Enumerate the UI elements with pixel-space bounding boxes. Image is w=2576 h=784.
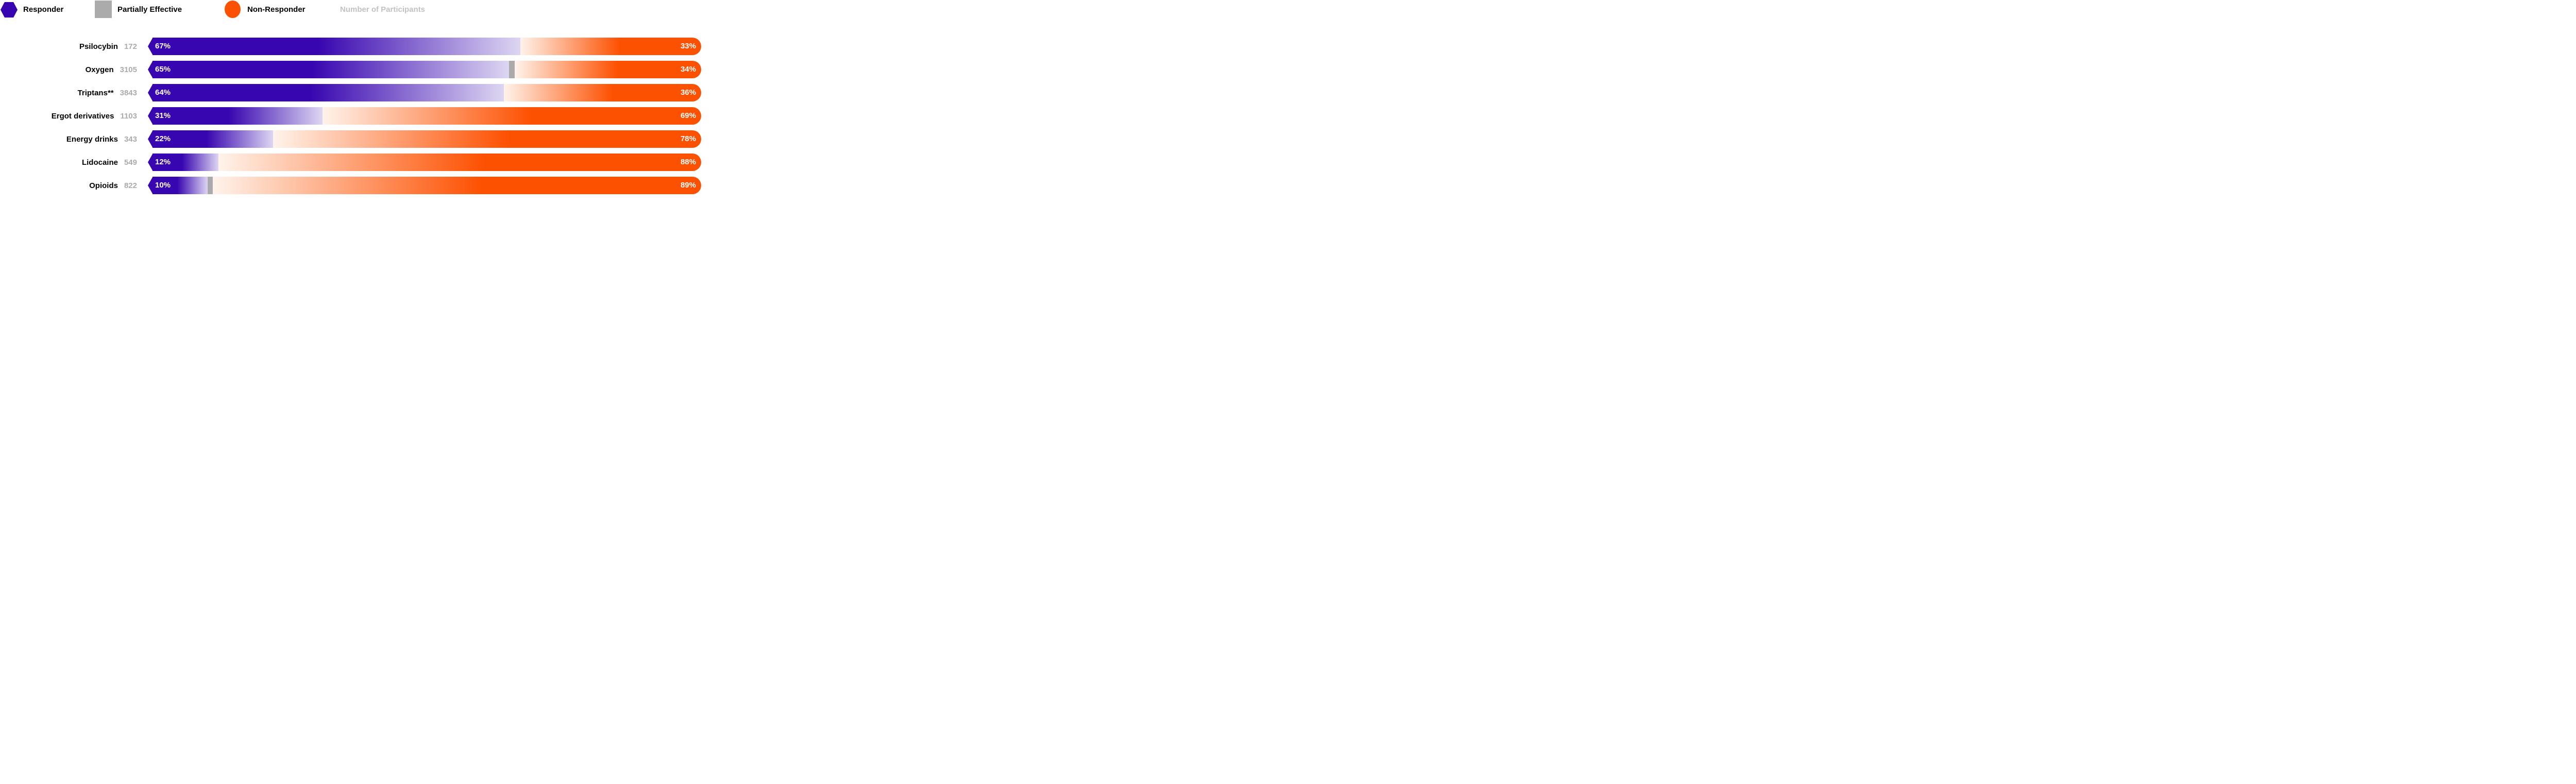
responder-segment: 22% [152,130,274,148]
row-label-group: Lidocaine 549 [0,154,137,171]
bar-arrow-tip [148,107,153,125]
row-label-group: Oxygen 3105 [0,61,137,78]
treatment-label: Opioids [89,181,118,190]
stacked-bar: 22% 78% [152,130,701,148]
stacked-bar: 10% 89% [152,177,701,194]
responder-percent-label: 67% [155,42,171,50]
non-responder-legend-icon [225,1,241,18]
row-label-group: Triptans** 3843 [0,84,137,101]
row-label-group: Energy drinks 343 [0,130,137,148]
responder-segment: 31% [152,107,323,125]
non-responder-percent-label: 36% [680,88,696,97]
responder-segment: 64% [152,84,504,101]
non-responder-segment: 78% [273,130,701,148]
partially-effective-segment [509,61,515,78]
treatment-row: Psilocybin 172 67% 33% [0,38,730,55]
stacked-bar: 31% 69% [152,107,701,125]
row-label-group: Psilocybin 172 [0,38,137,55]
responder-segment: 12% [152,154,218,171]
responder-percent-label: 65% [155,65,171,74]
treatment-label: Ergot derivatives [51,111,114,121]
legend-label-participants: Number of Participants [340,5,426,14]
partially-effective-segment [207,177,213,194]
row-label-group: Ergot derivatives 1103 [0,107,137,125]
treatment-row: Oxygen 3105 65% 34% [0,61,730,78]
stacked-bar: 67% 33% [152,38,701,55]
bar-arrow-tip [148,154,153,171]
treatment-label: Lidocaine [81,158,118,167]
partially-effective-legend-icon [95,1,112,18]
non-responder-segment: 69% [323,107,701,125]
non-responder-percent-label: 78% [680,134,696,143]
legend-item-participants: Number of Participants [340,0,425,19]
responder-percent-label: 22% [155,134,171,143]
participant-count: 3105 [120,65,137,74]
responder-segment: 67% [152,38,520,55]
responder-percent-label: 10% [155,181,171,190]
legend-item-non-responder: Non-Responder [247,0,306,19]
legend-label-responder: Responder [23,5,64,14]
legend-item-partially-effective: Partially Effective [117,0,182,19]
treatment-label: Triptans** [77,88,114,97]
bar-arrow-tip [148,177,153,194]
treatment-row: Ergot derivatives 1103 31% 69% [0,107,730,125]
row-label-group: Opioids 822 [0,177,137,194]
participant-count: 343 [124,134,137,144]
non-responder-segment: 36% [503,84,701,101]
non-responder-segment: 89% [213,177,701,194]
participant-count: 3843 [120,88,137,97]
responder-percent-label: 64% [155,88,171,97]
bar-arrow-tip [148,61,153,78]
non-responder-percent-label: 89% [680,181,696,190]
treatment-label: Oxygen [85,65,114,74]
non-responder-percent-label: 33% [680,42,696,50]
responder-legend-icon [1,2,18,18]
responder-percent-label: 31% [155,111,171,120]
participant-count: 1103 [120,111,137,121]
treatment-label: Energy drinks [66,134,118,144]
bar-arrow-tip [148,130,153,148]
participant-count: 172 [124,42,137,51]
responder-percent-label: 12% [155,158,171,166]
stacked-bar: 12% 88% [152,154,701,171]
non-responder-percent-label: 88% [680,158,696,166]
non-responder-percent-label: 69% [680,111,696,120]
treatment-row: Energy drinks 343 22% 78% [0,130,730,148]
treatment-effectiveness-chart: Responder Partially Effective Non-Respon… [0,0,730,196]
treatment-label: Psilocybin [79,42,118,51]
non-responder-segment: 34% [514,61,701,78]
legend-item-responder: Responder [23,0,63,19]
non-responder-segment: 88% [218,154,701,171]
stacked-bar: 64% 36% [152,84,701,101]
responder-segment: 10% [152,177,208,194]
treatment-row: Triptans** 3843 64% 36% [0,84,730,101]
non-responder-percent-label: 34% [680,65,696,74]
treatment-row: Opioids 822 10% 89% [0,177,730,194]
participant-count: 822 [124,181,137,190]
bar-arrow-tip [148,84,153,101]
legend-label-partially-effective: Partially Effective [117,5,182,14]
treatment-row: Lidocaine 549 12% 88% [0,154,730,171]
bar-arrow-tip [148,38,153,55]
legend-label-non-responder: Non-Responder [247,5,306,14]
participant-count: 549 [124,158,137,167]
responder-segment: 65% [152,61,510,78]
non-responder-segment: 33% [520,38,701,55]
stacked-bar: 65% 34% [152,61,701,78]
